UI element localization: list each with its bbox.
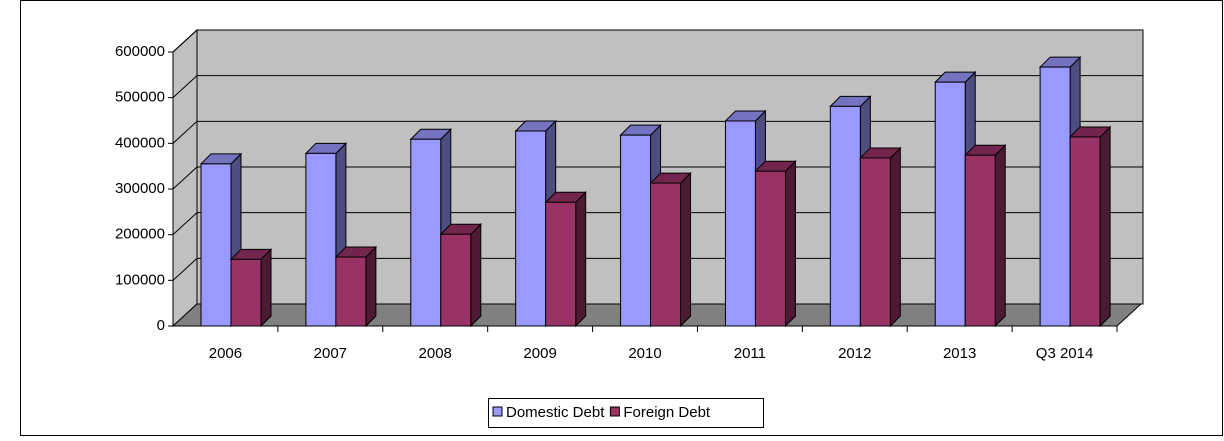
bar-front xyxy=(410,138,442,327)
bar xyxy=(334,245,378,328)
legend: Domestic Debt Foreign Debt xyxy=(488,398,764,428)
bar-side xyxy=(575,191,587,328)
x-tick-label: 2009 xyxy=(523,345,556,362)
y-tick-label: 600000 xyxy=(115,43,165,60)
bar-front xyxy=(964,154,996,327)
bar-side xyxy=(365,245,377,328)
legend-swatch xyxy=(609,406,620,417)
y-tick-label: 200000 xyxy=(115,226,165,243)
bar-front xyxy=(545,201,577,327)
grid-line-side xyxy=(172,257,198,281)
grid-line-side xyxy=(172,166,198,190)
bar xyxy=(859,146,902,328)
bar-front xyxy=(200,163,232,327)
grid-line-side xyxy=(172,75,198,99)
x-tick-label: 2013 xyxy=(943,345,976,362)
bar-front xyxy=(515,130,547,327)
x-tick-label: 2010 xyxy=(628,345,661,362)
bar xyxy=(544,191,587,328)
y-tick-label: 400000 xyxy=(115,134,165,151)
bar-front xyxy=(1039,66,1071,327)
bar-side xyxy=(260,248,272,328)
bar-front xyxy=(230,258,262,327)
bar xyxy=(199,152,243,328)
bars xyxy=(199,55,1112,328)
grid-line-side xyxy=(172,212,198,236)
legend-box xyxy=(488,398,764,428)
legend-swatch xyxy=(492,406,503,417)
bar-front xyxy=(859,157,891,327)
bar-front xyxy=(829,105,861,327)
bar-front xyxy=(934,81,966,327)
bar xyxy=(439,223,482,328)
bar-side xyxy=(889,146,901,328)
bar xyxy=(754,159,797,328)
grid-line-side xyxy=(172,29,198,53)
legend-label: Domestic Debt xyxy=(506,404,605,421)
bar xyxy=(964,143,1007,328)
legend-label: Foreign Debt xyxy=(623,404,711,421)
bar xyxy=(229,248,273,328)
bar-front xyxy=(305,152,337,327)
bar-front xyxy=(440,233,472,327)
bar xyxy=(1068,125,1112,328)
bar-front xyxy=(724,120,756,327)
bar-side xyxy=(1099,125,1111,328)
bar-front xyxy=(1069,136,1101,327)
x-tick-label: 2011 xyxy=(734,345,766,362)
x-tick-label: 2006 xyxy=(209,345,242,362)
bar xyxy=(649,171,692,328)
bar-front xyxy=(650,182,682,327)
x-tick-label: Q3 2014 xyxy=(1036,345,1094,362)
bar-front xyxy=(754,170,786,327)
y-tick-label: 500000 xyxy=(115,89,165,106)
y-tick-label: 0 xyxy=(157,317,165,334)
bar-front xyxy=(335,256,367,327)
x-tick-label: 2007 xyxy=(314,345,347,362)
bar-side xyxy=(680,171,692,328)
axis-labels: 0 100000 200000 300000 400000 500000 600000 200… xyxy=(115,43,1118,362)
y-tick-label: 100000 xyxy=(115,271,165,288)
bar-side xyxy=(784,159,796,328)
grid-line-side xyxy=(172,120,198,144)
bar-side xyxy=(994,143,1006,328)
x-tick-label: 2008 xyxy=(419,345,452,362)
y-tick-label: 300000 xyxy=(115,180,165,197)
x-tick-label: 2012 xyxy=(838,345,871,362)
bar-side xyxy=(470,223,482,328)
bar-front xyxy=(620,134,652,327)
